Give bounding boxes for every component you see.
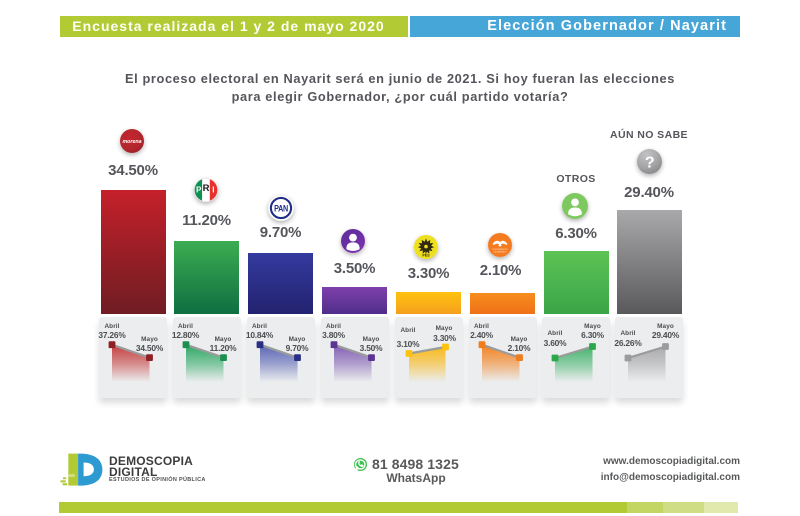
svg-text:I: I — [212, 186, 214, 195]
svg-text:ciudadano: ciudadano — [493, 250, 507, 254]
svg-text:?: ? — [644, 154, 654, 171]
svg-text:PES: PES — [422, 254, 430, 258]
svg-text:PAN: PAN — [274, 204, 288, 214]
svg-text:morena: morena — [122, 139, 141, 145]
svg-text:R: R — [202, 183, 209, 194]
svg-text:movimiento: movimiento — [492, 247, 507, 251]
svg-text:P: P — [195, 186, 201, 195]
